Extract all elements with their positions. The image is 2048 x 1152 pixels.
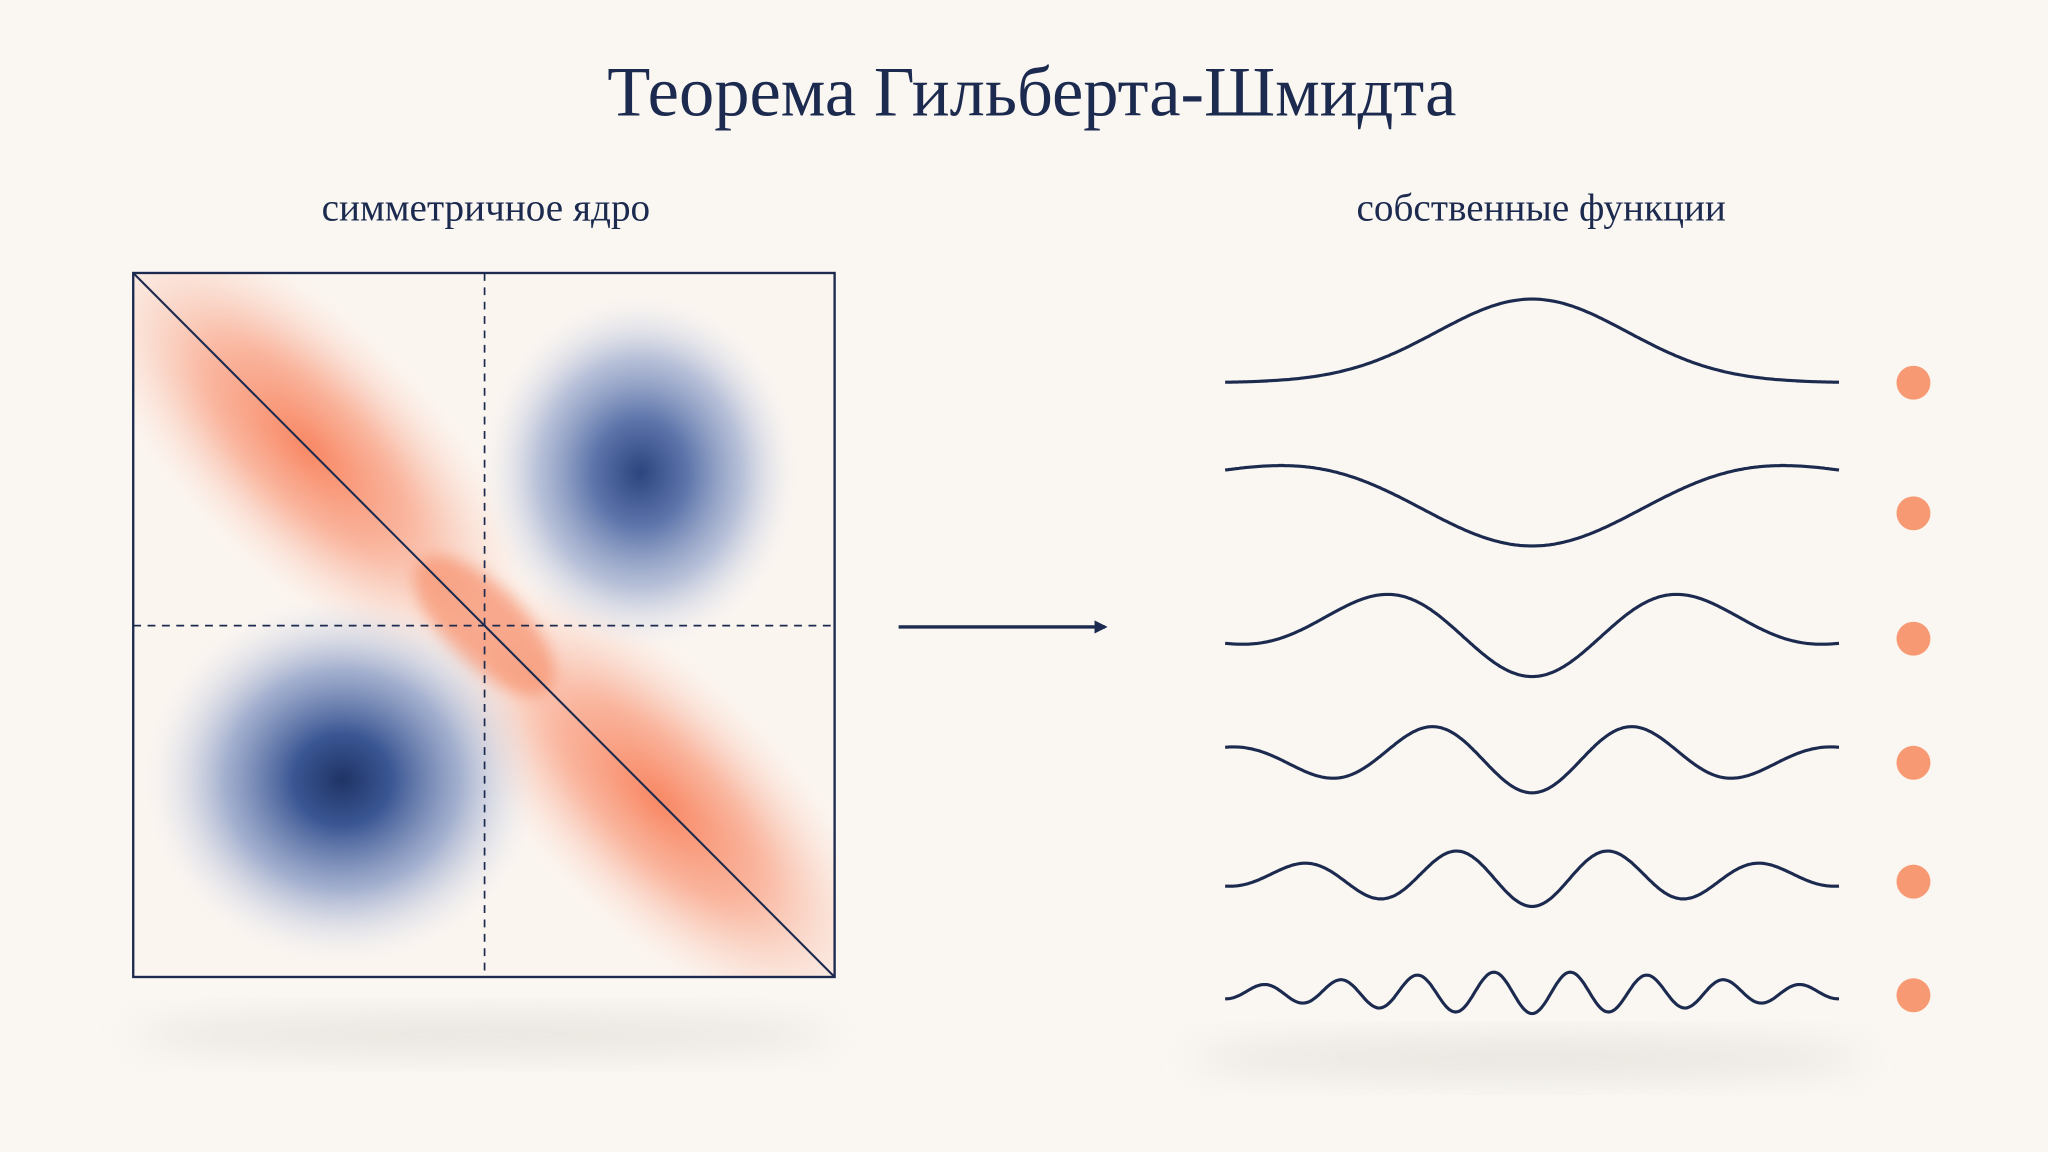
eigenvalue-dot bbox=[1896, 621, 1931, 656]
shadow bbox=[130, 1016, 836, 1053]
kernel-blob bbox=[483, 296, 797, 650]
eigenvalue-dot bbox=[1896, 864, 1931, 899]
kernel-blob bbox=[146, 596, 539, 963]
eigenfunctions bbox=[1224, 297, 1931, 1016]
right-label: собственные функции bbox=[1357, 187, 1726, 230]
eigenfunction-curve bbox=[1225, 970, 1840, 1016]
eigenvalue-dot bbox=[1896, 978, 1931, 1013]
eigenfunction-curve bbox=[1225, 725, 1840, 795]
eigenfunction-curve bbox=[1225, 849, 1840, 909]
eigenvalue-dot bbox=[1896, 496, 1931, 531]
left-label: симметричное ядро bbox=[322, 187, 651, 230]
eigenvalue-dot bbox=[1896, 745, 1931, 780]
frame bbox=[132, 271, 836, 979]
shadow bbox=[1188, 1039, 1868, 1077]
diagonal bbox=[132, 272, 836, 978]
eigenfunction-curve bbox=[1224, 463, 1840, 548]
eigenvalue-dot bbox=[1896, 365, 1931, 400]
eigenfunction-curve bbox=[1225, 592, 1840, 679]
title: Теорема Гильберта-Шмидта bbox=[607, 53, 1456, 131]
eigenfunction-curve bbox=[1225, 297, 1840, 384]
